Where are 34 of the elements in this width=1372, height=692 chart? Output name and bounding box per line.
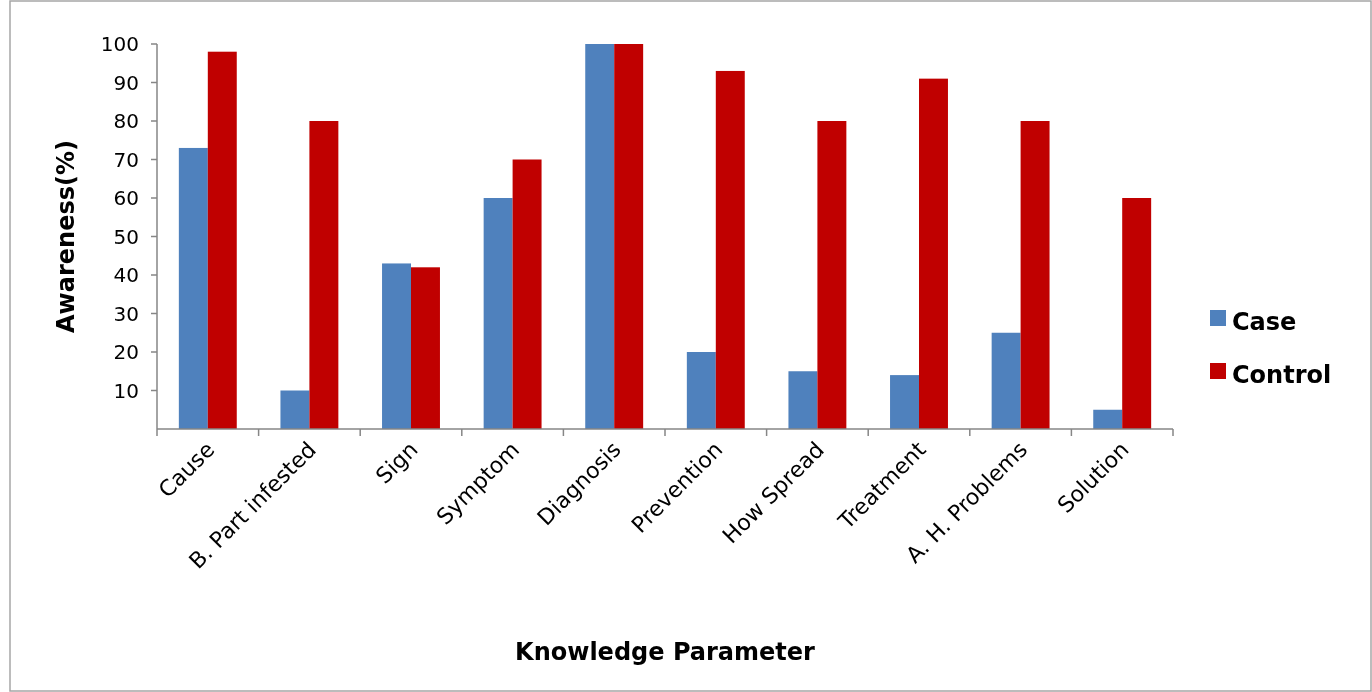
y-tick-label: 100: [100, 32, 139, 56]
bar: [309, 121, 339, 429]
bar: [715, 70, 745, 429]
y-tick-label: 50: [113, 224, 139, 249]
y-tick-label: 90: [113, 70, 139, 95]
bar: [890, 375, 919, 429]
bar: [178, 147, 208, 429]
y-tick-label: 70: [113, 147, 139, 172]
x-axis-title: Knowledge Parameter: [515, 638, 816, 666]
bar: [1122, 198, 1152, 429]
bar: [411, 267, 440, 429]
bar: [788, 371, 818, 429]
bar: [919, 78, 948, 429]
y-tick-label: 30: [113, 301, 139, 326]
bar: [483, 198, 513, 429]
bar: [614, 44, 644, 429]
y-tick-label: 20: [113, 340, 139, 364]
legend-label: Control: [1232, 361, 1332, 389]
bar: [686, 352, 716, 429]
bar: [991, 332, 1021, 429]
y-tick-label: 80: [113, 109, 139, 133]
y-tick-label: 10: [113, 378, 139, 403]
y-axis-title: Awareness(%): [52, 140, 80, 333]
y-tick-label: 60: [113, 186, 139, 210]
bar: [585, 44, 615, 429]
bar: [512, 159, 542, 429]
bar: [1020, 121, 1050, 429]
bar: [1093, 409, 1123, 429]
y-tick-label: 40: [113, 263, 139, 287]
bar: [382, 263, 411, 429]
bar: [207, 51, 237, 429]
bar: [817, 121, 847, 429]
legend-label: Case: [1232, 308, 1297, 336]
bar: [280, 390, 310, 429]
